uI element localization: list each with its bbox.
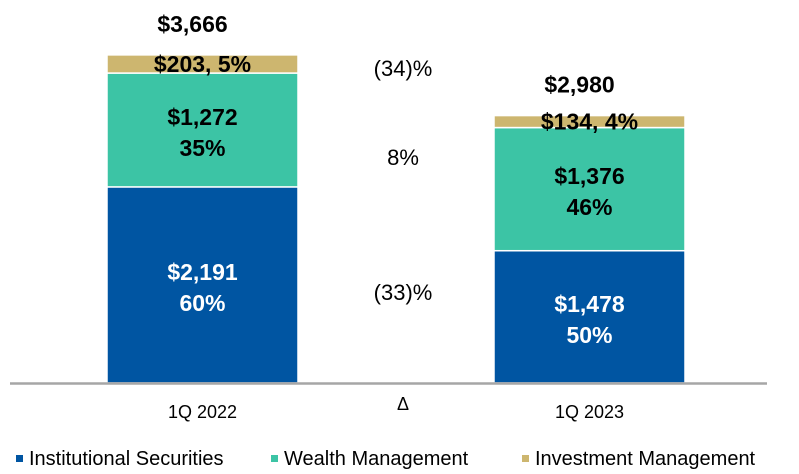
bar-segment bbox=[493, 249, 686, 384]
legend-swatch bbox=[16, 455, 23, 462]
data-label: $1,376 bbox=[554, 163, 624, 189]
x-tick-label: 1Q 2023 bbox=[555, 402, 624, 422]
data-label: $134, 4% bbox=[541, 109, 638, 135]
bar-segment bbox=[106, 72, 299, 188]
x-tick-label: 1Q 2022 bbox=[168, 402, 237, 422]
data-label: 50% bbox=[566, 322, 612, 348]
data-label: $203, 5% bbox=[154, 51, 251, 77]
data-label: 35% bbox=[179, 135, 225, 161]
legend-label: Institutional Securities bbox=[29, 448, 224, 470]
data-label: $2,191 bbox=[167, 259, 238, 285]
data-label: $1,478 bbox=[554, 291, 625, 317]
data-label: 60% bbox=[179, 290, 225, 316]
bar-segment bbox=[106, 54, 299, 74]
bar-segment bbox=[493, 114, 686, 129]
delta-header: Δ bbox=[397, 394, 409, 414]
total-label: $3,666 bbox=[157, 11, 227, 37]
legend-swatch bbox=[522, 455, 529, 462]
bar-segment bbox=[493, 126, 686, 252]
delta-label: (34)% bbox=[374, 56, 433, 81]
legend-label: Investment Management bbox=[535, 448, 756, 470]
data-label: $1,272 bbox=[167, 104, 237, 130]
total-label: $2,980 bbox=[544, 72, 614, 98]
legend-swatch bbox=[271, 455, 278, 462]
bar-segment bbox=[106, 186, 299, 384]
data-label: 46% bbox=[566, 194, 612, 220]
delta-label: (33)% bbox=[374, 280, 433, 305]
delta-label: 8% bbox=[387, 145, 419, 170]
legend-label: Wealth Management bbox=[284, 448, 469, 470]
